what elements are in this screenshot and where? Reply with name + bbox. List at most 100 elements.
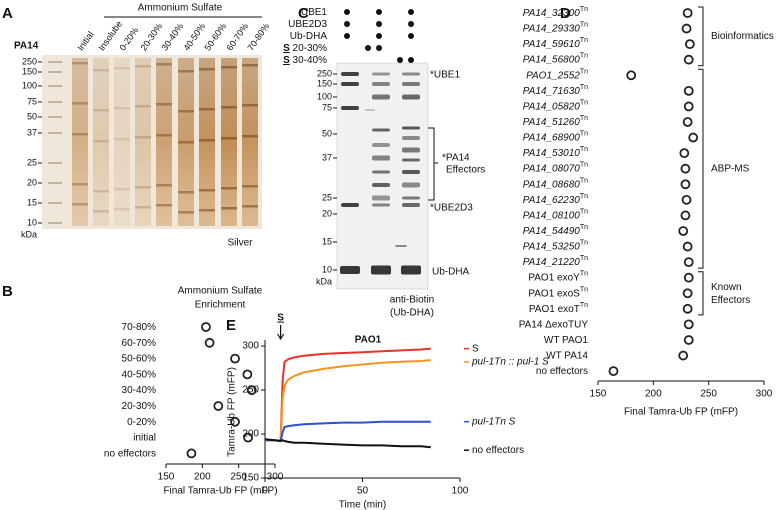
- marker-label: 250: [22, 56, 37, 66]
- lane-band: [156, 63, 172, 66]
- category-name: PA14 ΔexoTUY: [519, 319, 589, 330]
- data-point: [684, 39, 695, 50]
- data-point: [682, 241, 693, 252]
- data-point: [683, 272, 694, 283]
- ladder-band: [48, 61, 62, 63]
- marker-label: 50: [27, 111, 37, 121]
- condition-label: Ub-DHA: [290, 31, 328, 42]
- ladder-band: [48, 162, 62, 164]
- data-point: [679, 148, 690, 159]
- lane-label: 0-20%: [117, 25, 140, 52]
- data-point: [186, 448, 197, 459]
- category-label: PA14_29330Tn: [523, 21, 588, 34]
- category-label: initial: [133, 432, 156, 443]
- lane-smear: [221, 58, 237, 226]
- blot-band: [402, 196, 420, 200]
- band-label: Effectors: [446, 165, 485, 176]
- category-label: PA14_21220Tn: [523, 255, 588, 268]
- blot-band: [341, 203, 359, 207]
- data-point: [683, 85, 694, 96]
- x-tick-label: 150: [590, 389, 607, 400]
- condition-dot: [344, 9, 350, 15]
- blot-band: [341, 72, 359, 76]
- blot-band: [402, 82, 420, 86]
- x-tick-label: 50: [357, 486, 369, 497]
- marker-label: 15: [27, 197, 37, 207]
- lane-smear: [93, 58, 109, 226]
- y-tick-label: 300: [242, 341, 259, 352]
- blot-band: [372, 72, 390, 76]
- band-label: *UBE2D3: [430, 203, 473, 214]
- blot-band: [395, 245, 407, 247]
- condition-dot: [344, 21, 350, 27]
- ladder-band: [48, 85, 62, 87]
- marker-label: 15: [322, 236, 332, 246]
- category-superscript: Tn: [580, 68, 588, 75]
- data-point: [201, 322, 211, 332]
- y-tick-label: 200: [242, 429, 259, 440]
- data-point: [680, 179, 691, 190]
- data-point: [243, 432, 254, 443]
- data-point: [688, 132, 699, 143]
- category-superscript: Tn: [580, 115, 588, 122]
- category-label: PA14_68900Tn: [523, 130, 588, 143]
- category-name: PA14_29330: [523, 23, 581, 34]
- lane-band: [242, 135, 258, 138]
- category-label: PA14_56800Tn: [523, 53, 588, 66]
- data-point: [678, 226, 689, 236]
- legend-label: pul-1Tn S: [471, 416, 516, 427]
- chart-title: PAO1: [355, 335, 382, 346]
- lane-band: [156, 204, 172, 207]
- lane-band: [156, 103, 172, 106]
- data-point: [242, 369, 253, 380]
- lane-band: [72, 62, 88, 65]
- blot-band: [372, 203, 390, 207]
- category-name: PAO1 exoY: [528, 272, 580, 283]
- lane-band: [93, 210, 109, 213]
- blot-band: [372, 195, 390, 201]
- data-point: [683, 54, 694, 65]
- lane-band: [178, 211, 194, 214]
- blot-band: [401, 265, 421, 275]
- data-point: [683, 319, 694, 330]
- category-superscript: Tn: [580, 255, 588, 262]
- lane-band: [156, 134, 172, 137]
- lane-band: [114, 138, 130, 141]
- category-name: PA14_53250: [523, 241, 581, 252]
- marker-label: 150: [317, 78, 332, 88]
- category-label: WT PAO1: [544, 335, 589, 346]
- lane-smear: [156, 58, 172, 226]
- lane-band: [135, 136, 151, 139]
- data-point: [683, 257, 694, 268]
- category-name: no effectors: [536, 366, 588, 377]
- blot-band: [402, 126, 420, 130]
- marker-label: 10: [322, 264, 332, 274]
- marker-label: 10: [27, 217, 37, 227]
- blot-band: [402, 147, 420, 153]
- lane-band: [178, 191, 194, 194]
- x-axis-title: Final Tamra-Ub FP (mFP): [163, 486, 277, 497]
- condition-dot: [376, 45, 382, 51]
- category-superscript: Tn: [580, 130, 588, 137]
- data-point: [681, 194, 692, 205]
- category-label: PA14_08100Tn: [523, 208, 588, 221]
- x-tick-label: 300: [756, 389, 773, 400]
- lane-band: [221, 207, 237, 210]
- category-name: 40-50%: [122, 369, 157, 380]
- marker-label: 37: [27, 127, 37, 137]
- group-label: ABP-MS: [711, 163, 750, 174]
- lane-label: Initial: [75, 30, 95, 53]
- data-point: [682, 117, 693, 127]
- condition-dot: [408, 21, 414, 27]
- category-superscript: Tn: [580, 146, 588, 153]
- blot-band: [372, 155, 390, 161]
- category-name: PA14_05820: [523, 101, 581, 112]
- category-label: PA14_08070Tn: [523, 162, 588, 175]
- blot-label: anti-Biotin: [390, 295, 434, 306]
- x-tick-label: 100: [452, 486, 469, 497]
- annotation-arrow: [277, 325, 285, 341]
- category-label: WT PA14: [546, 350, 588, 361]
- lane-band: [242, 205, 258, 208]
- x-tick-label: 300: [267, 472, 284, 483]
- data-point: [678, 350, 689, 361]
